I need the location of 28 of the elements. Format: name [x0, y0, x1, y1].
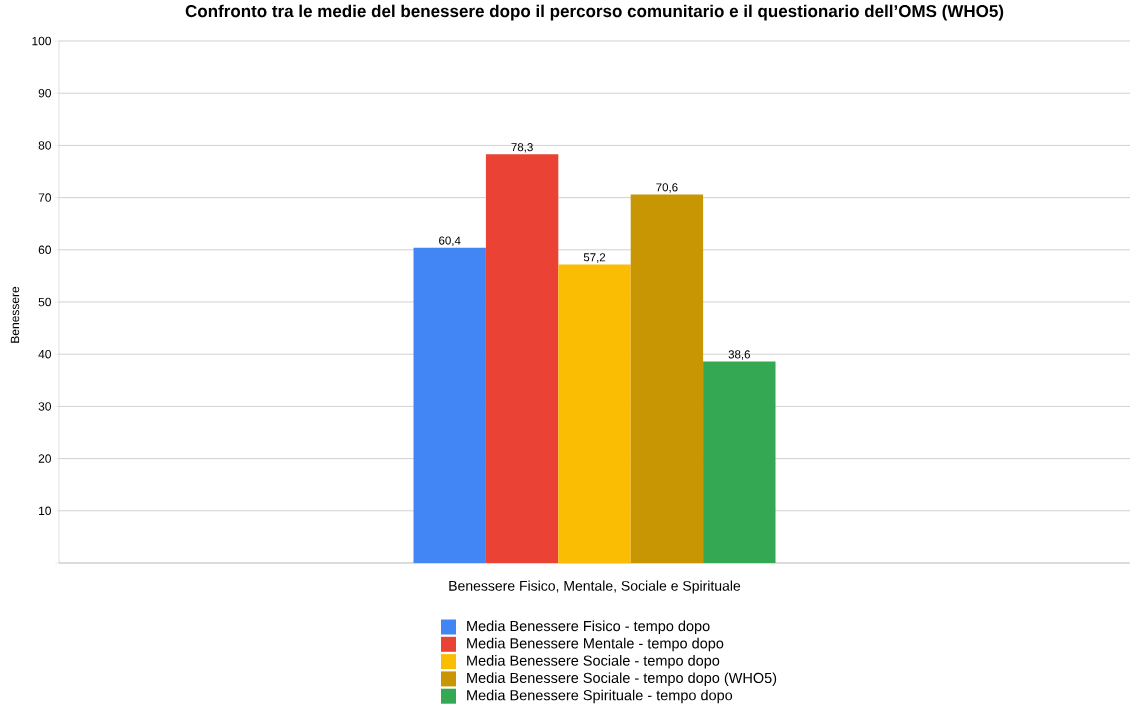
- data-label: 38,6: [728, 350, 750, 360]
- data-label: 78,3: [511, 143, 533, 153]
- legend-label: Media Benessere Sociale - tempo dopo (WHO5): [467, 672, 777, 686]
- y-axis-title: Benessere: [10, 286, 20, 343]
- chart-title: Confronto tra le medie del benessere dopo il percorso comunitario e il questionario dell’OMS (WHO5): [185, 4, 1004, 21]
- y-tick-label: 100: [32, 36, 52, 46]
- bar: [703, 361, 776, 563]
- legend-label: Media Benessere Spirituale - tempo dopo: [467, 689, 733, 704]
- bar: [485, 154, 559, 563]
- bar: [630, 194, 704, 563]
- y-tick-label: 60: [38, 245, 52, 255]
- y-tick-label: 70: [38, 193, 52, 202]
- bar: [413, 247, 486, 563]
- y-tick-label: 40: [38, 349, 52, 359]
- y-tick-label: 20: [38, 454, 52, 463]
- legend-label: Media Benessere Fisico - tempo dopo: [467, 620, 710, 635]
- x-tick-label: Benessere Fisico, Mentale, Sociale e Spirituale: [449, 580, 741, 594]
- y-tick-label: 90: [38, 88, 52, 98]
- data-label: 57,2: [583, 253, 606, 263]
- y-tick-label: 30: [38, 402, 52, 411]
- y-tick-label: 10: [39, 506, 52, 516]
- y-tick-label: 50: [38, 297, 52, 307]
- legend-label: Media Benessere Mentale - tempo dopo: [467, 637, 724, 652]
- bar: [558, 264, 631, 563]
- data-label: 60,4: [439, 236, 461, 247]
- legend-label: Media Benessere Sociale - tempo dopo: [467, 655, 720, 669]
- y-tick-label: 80: [38, 141, 52, 150]
- data-label: 70,6: [656, 183, 678, 193]
